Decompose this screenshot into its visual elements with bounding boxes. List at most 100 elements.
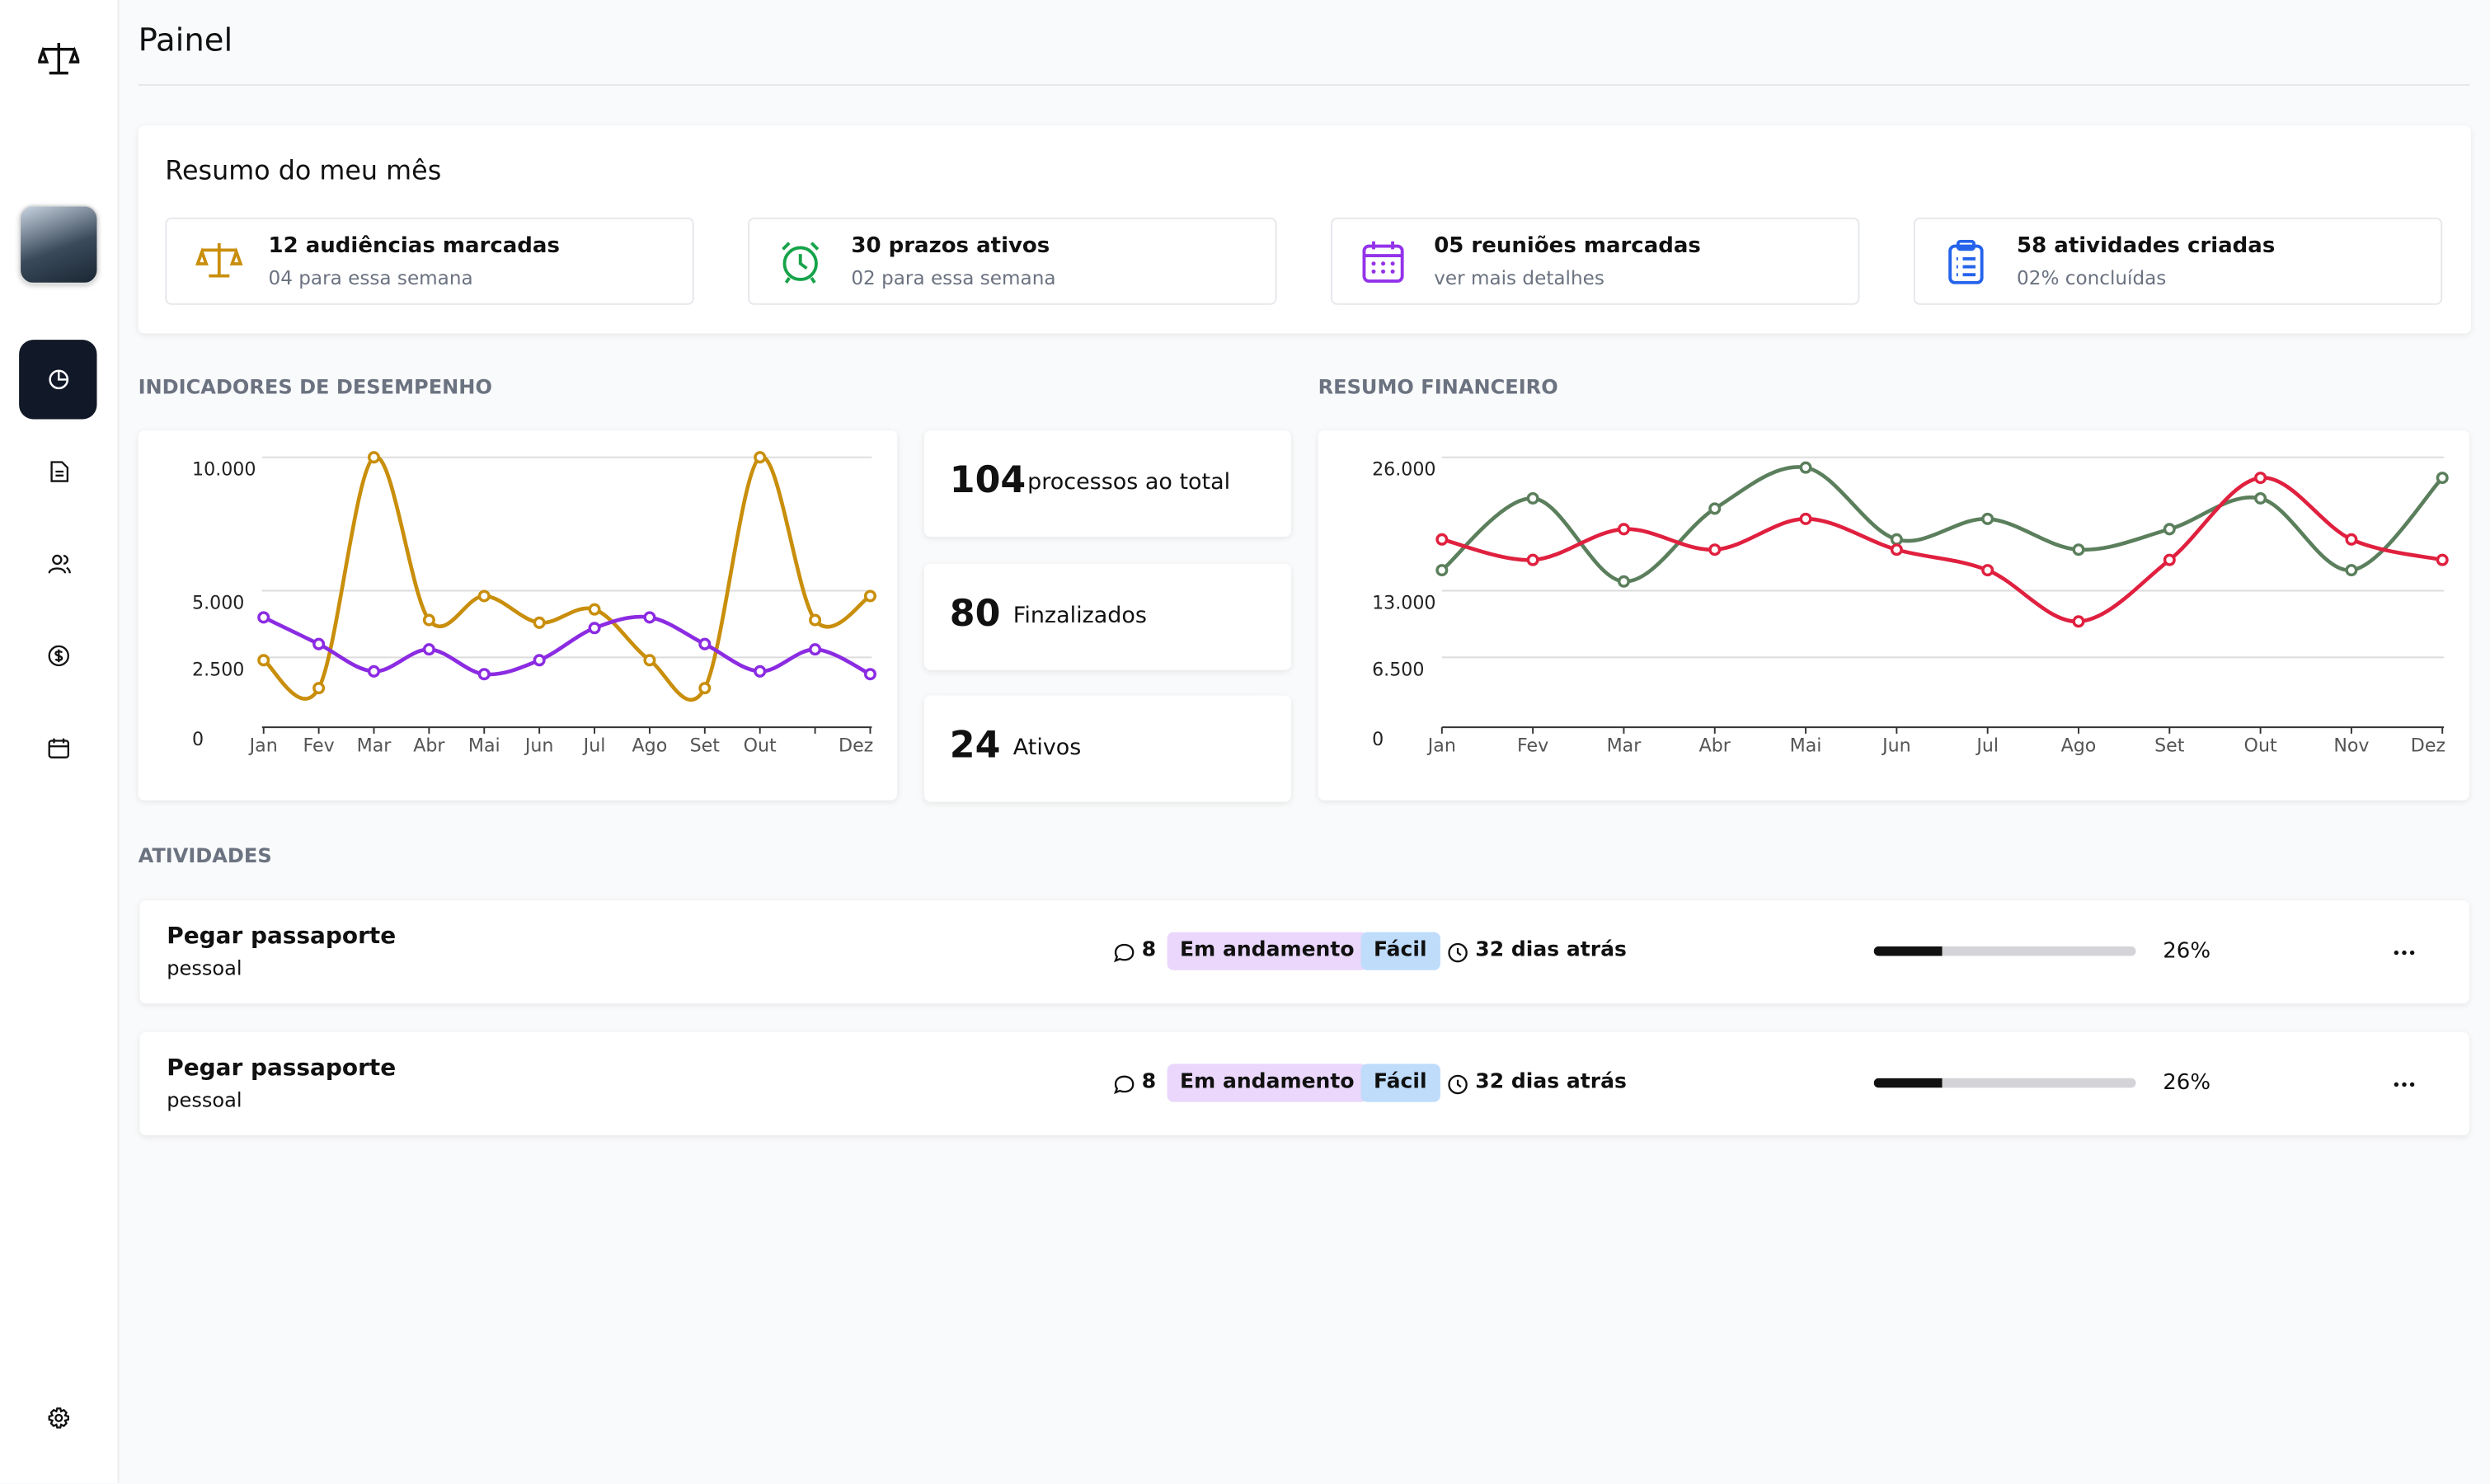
summary-item[interactable]: 05 reuniões marcadas ver mais detalhes xyxy=(1331,217,1860,305)
y-tick-label: 0 xyxy=(1372,729,1384,750)
point xyxy=(312,637,326,650)
comment-icon xyxy=(1113,940,1135,963)
progress-track xyxy=(1873,946,2136,956)
x-tick-label: Jan xyxy=(1426,735,1456,757)
status-badge: Em andamento xyxy=(1167,932,1367,970)
x-tick-label: Mar xyxy=(357,735,392,757)
point xyxy=(1708,502,1722,515)
x-tick-label: Dez xyxy=(839,735,873,757)
x-tick-label: Fev xyxy=(1517,735,1548,757)
point xyxy=(698,637,712,650)
point xyxy=(2345,564,2358,577)
activity-row[interactable]: Pegar passaporte pessoal 8 Em andamento Fáci… xyxy=(139,900,2469,1004)
y-tick-label: 6.500 xyxy=(1372,659,1424,680)
time-ago: 32 dias atrás xyxy=(1475,938,1627,963)
point xyxy=(2254,472,2267,485)
x-tick-label: Mar xyxy=(1607,735,1642,757)
stat-card: 104 processos ao total xyxy=(923,430,1291,537)
point xyxy=(1708,543,1722,556)
point xyxy=(1890,533,1903,546)
point xyxy=(2163,523,2176,536)
activity-subtitle: pessoal xyxy=(167,956,242,980)
point xyxy=(312,682,326,695)
series-line xyxy=(1441,476,2443,624)
point xyxy=(863,668,876,681)
y-tick-label: 2.500 xyxy=(192,659,244,680)
chart: 0 2.500 5.000 10.000 Jan Fev Mar Abr Mai Jun Jul Ag… xyxy=(192,451,876,757)
x-tick-label: Set xyxy=(2154,735,2185,757)
point xyxy=(367,451,381,464)
x-tick-label: Abr xyxy=(1699,735,1731,757)
stat-card: 80 Finzalizados xyxy=(923,563,1291,670)
summary-item-title: 05 reuniões marcadas xyxy=(1434,233,1701,259)
point xyxy=(643,611,656,624)
progress-label: 26% xyxy=(2163,1070,2211,1096)
x-tick-label: Fev xyxy=(303,735,334,757)
more-button[interactable] xyxy=(2392,1072,2417,1094)
y-tick-label: 10.000 xyxy=(192,459,256,481)
point xyxy=(1890,543,1903,556)
avatar[interactable] xyxy=(19,204,99,284)
point xyxy=(588,622,601,635)
x-tick-label: Mai xyxy=(468,735,500,757)
x-tick-label: Jun xyxy=(1881,735,1911,757)
nav-dashboard[interactable] xyxy=(19,340,97,420)
x-tick-label: Jun xyxy=(524,735,554,757)
page-title: Painel xyxy=(138,21,233,59)
x-tick-label: Out xyxy=(2244,735,2277,757)
activity-subtitle: pessoal xyxy=(167,1087,242,1112)
summary-item-subtitle: ver mais detalhes xyxy=(1434,266,1604,289)
point xyxy=(1981,512,1994,525)
summary-item[interactable]: 12 audiências marcadas 04 para essa sema… xyxy=(165,217,694,305)
section-title: ATIVIDADES xyxy=(138,843,272,867)
x-tick-label: Ago xyxy=(2061,735,2097,757)
nav-settings[interactable] xyxy=(48,1407,70,1429)
difficulty-badge: Fácil xyxy=(1360,932,1440,970)
y-tick-label: 0 xyxy=(192,729,204,750)
point xyxy=(1435,564,1449,577)
x-tick-label: Jan xyxy=(248,735,278,757)
nav-clients[interactable] xyxy=(48,552,72,575)
point xyxy=(754,451,767,464)
progress-bar xyxy=(1873,946,1943,956)
nav-documents[interactable] xyxy=(49,461,70,483)
activity-row[interactable]: Pegar passaporte pessoal 8 Em andamento Fáci… xyxy=(139,1031,2469,1136)
point xyxy=(643,654,656,667)
point xyxy=(1617,523,1630,536)
point xyxy=(2436,472,2449,485)
x-tick-label: Dez xyxy=(2411,735,2445,757)
summary-item[interactable]: 30 prazos ativos 02 para essa semana xyxy=(748,217,1277,305)
comment-icon xyxy=(1113,1072,1135,1095)
point xyxy=(2254,491,2267,505)
clock-icon xyxy=(1447,940,1469,963)
stat-label: Ativos xyxy=(1012,735,1082,761)
summary-item-subtitle: 02 para essa semana xyxy=(851,266,1056,289)
chart-card: 0 2.500 5.000 10.000 Jan Fev Mar Abr Mai Jun Jul Ag… xyxy=(138,430,898,801)
more-button[interactable] xyxy=(2392,940,2417,962)
point xyxy=(2072,543,2085,556)
summary-item[interactable]: 58 atividades criadas 02% concluídas xyxy=(1913,217,2443,305)
series-line xyxy=(1440,465,2444,584)
x-tick-label: Ago xyxy=(632,735,668,757)
point xyxy=(1799,512,1812,525)
stat-card: 24 Ativos xyxy=(923,695,1291,802)
x-tick-label: Set xyxy=(690,735,721,757)
point xyxy=(477,589,491,603)
nav-calendar[interactable] xyxy=(48,737,70,759)
status-badge: Em andamento xyxy=(1167,1064,1367,1102)
summary-card: Resumo do meu mês 12 audiências marcadas… xyxy=(138,125,2471,334)
nav-finance[interactable] xyxy=(48,645,70,667)
x-tick-label: Jul xyxy=(582,735,606,757)
x-tick-label: Jul xyxy=(1975,735,1999,757)
stat-label: processos ao total xyxy=(1027,470,1231,495)
comment-count: 8 xyxy=(1141,1070,1157,1095)
point xyxy=(257,654,270,667)
stat-value: 104 xyxy=(949,460,1027,502)
activity-title: Pegar passaporte xyxy=(167,1055,397,1082)
clock-icon xyxy=(1447,1072,1469,1095)
point xyxy=(1981,564,1994,577)
activity-title: Pegar passaporte xyxy=(167,923,397,950)
header-divider xyxy=(138,84,2469,87)
summary-item-subtitle: 04 para essa semana xyxy=(268,266,473,289)
